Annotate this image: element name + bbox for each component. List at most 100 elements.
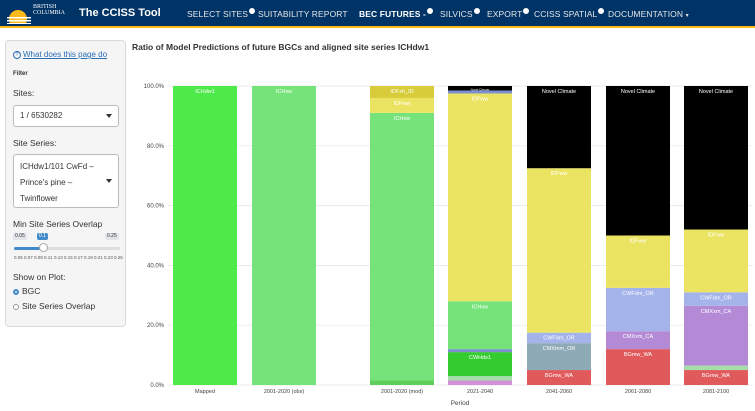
segment-label: Novel Climate xyxy=(621,89,655,95)
segment-label: CMXxm_CA xyxy=(701,309,732,315)
segment-label: IDFxh_ID xyxy=(390,89,413,95)
bar-segment xyxy=(527,168,591,333)
segment-label: CMXxm_CA xyxy=(623,334,654,340)
x-tick-label: 2061-2080 xyxy=(625,389,651,395)
segment-label: ICHxw xyxy=(472,304,488,310)
bar-segment xyxy=(448,376,512,381)
bar-segment xyxy=(370,112,434,381)
slider-tick-label: 0.19 xyxy=(84,255,93,260)
segment-label: ICHxw xyxy=(394,116,410,122)
slider-min-label: 0.05 xyxy=(13,233,27,240)
logo-line-1: BRITISH xyxy=(33,4,57,10)
radio-bgc[interactable]: BGC xyxy=(13,286,40,296)
slider-value-label: 0.1 xyxy=(37,233,48,240)
x-tick-label: 2081-2100 xyxy=(703,389,729,395)
top-navbar: BRITISH COLUMBIA The CCISS Tool SELECT S… xyxy=(0,0,755,28)
bar-segment xyxy=(370,380,434,385)
segment-label: ICHdw1 xyxy=(195,89,215,95)
radio-unchecked-icon xyxy=(13,303,19,310)
segment-label: CMXmm_OR xyxy=(543,346,576,352)
segment-label: IDFww xyxy=(708,233,725,239)
nav-cciss-spatial[interactable]: CCISS SPATIAL xyxy=(534,8,605,19)
bar-segment xyxy=(527,332,591,344)
segment-label: BGmw_WA xyxy=(624,352,653,358)
slider-tick-label: 0.21 xyxy=(94,255,103,260)
nav-silvics[interactable]: SILVICS xyxy=(440,8,480,19)
bar-segment xyxy=(448,86,512,91)
overlap-label: Min Site Series Overlap xyxy=(13,219,103,229)
y-tick-label: 60.0% xyxy=(147,204,165,210)
bar-segment xyxy=(527,343,591,371)
x-tick-label: 2021-2040 xyxy=(467,389,493,395)
bar-segment xyxy=(684,292,748,306)
info-dot-icon xyxy=(523,8,530,14)
bar-segment xyxy=(370,97,434,113)
segment-label: CWHds1 xyxy=(469,355,491,361)
overlap-slider-handle[interactable] xyxy=(39,243,48,252)
bar-segment xyxy=(370,86,434,98)
nav-documentation-label: DOCUMENTATION xyxy=(608,9,684,19)
bar-segment xyxy=(252,86,316,385)
bar-segment xyxy=(684,305,748,366)
segment-label: CWFdm_OR xyxy=(622,291,654,297)
slider-tick-label: 0.23 xyxy=(104,255,113,260)
slider-tick-label: 0.05 xyxy=(14,255,23,260)
bar-segment xyxy=(606,349,670,385)
radio-bgc-label: BGC xyxy=(22,286,41,296)
y-tick-label: 0.0% xyxy=(150,383,164,389)
slider-tick-label: 0.09 xyxy=(34,255,43,260)
bar-segment xyxy=(606,287,670,332)
slider-tick-label: 0.11 xyxy=(44,255,53,260)
segment-label: IDFww xyxy=(551,171,568,177)
question-circle-icon: ? xyxy=(13,50,21,59)
segment-label: IDFww xyxy=(472,96,489,102)
bc-logo-icon[interactable] xyxy=(4,4,74,24)
nav-cciss-spatial-label: CCISS SPATIAL xyxy=(534,9,598,19)
help-link[interactable]: ? What does this page do xyxy=(13,50,107,59)
nav-export-label: EXPORT xyxy=(487,9,523,19)
site-series-line: Twinflower xyxy=(20,194,58,203)
segment-label: Novel Climate xyxy=(699,89,733,95)
overlap-slider-track[interactable] xyxy=(14,247,120,250)
site-series-select[interactable]: ICHdw1/101 CwFd – Prince's pine – Twinfl… xyxy=(13,154,119,208)
slider-tick-label: 0.15 xyxy=(64,255,73,260)
logo-line-2: COLUMBIA xyxy=(33,10,66,16)
chevron-down-icon xyxy=(106,179,112,183)
info-dot-icon xyxy=(473,8,480,14)
logo-text: BRITISH COLUMBIA xyxy=(33,4,65,16)
nav-suitability-report[interactable]: SUITABILITY REPORT xyxy=(258,9,348,19)
bar-segment xyxy=(684,229,748,293)
segment-label: CWFdm_OR xyxy=(543,336,575,342)
nav-bec-futures[interactable]: BEC FUTURES - xyxy=(359,8,433,19)
radio-checked-icon xyxy=(13,288,19,295)
x-tick-label: 2001-2020 (mod) xyxy=(381,389,423,395)
x-tick-label: Mapped xyxy=(195,389,215,395)
bar-segment xyxy=(606,86,670,236)
sidebar-panel: ? What does this page do Filter Sites: 1 … xyxy=(5,40,126,327)
y-tick-label: 40.0% xyxy=(147,263,165,269)
radio-site-series-overlap[interactable]: Site Series Overlap xyxy=(13,301,95,311)
bar-segment xyxy=(684,365,748,371)
nav-bec-futures-label: BEC FUTURES - xyxy=(359,9,426,19)
info-dot-icon xyxy=(426,8,433,14)
sites-select-value: 1 / 6530282 xyxy=(20,111,63,120)
x-tick-label: 2041-2060 xyxy=(546,389,572,395)
bar-segment xyxy=(448,352,512,377)
segment-label: BGmw_WA xyxy=(702,373,731,379)
show-on-plot-label: Show on Plot: xyxy=(13,272,66,282)
sites-select[interactable]: 1 / 6530282 xyxy=(13,105,119,127)
nav-suitability-report-label: SUITABILITY REPORT xyxy=(258,9,348,19)
x-axis-title: Period xyxy=(451,400,470,407)
slider-tick-label: 0.25 xyxy=(114,255,123,260)
bar-segment xyxy=(448,349,512,353)
nav-select-sites[interactable]: SELECT SITES xyxy=(187,8,256,19)
app-title[interactable]: The CCISS Tool xyxy=(79,7,161,19)
slider-tick-label: 0.17 xyxy=(74,255,83,260)
segment-label: IDFww xyxy=(394,101,411,107)
bar-segment xyxy=(448,90,512,94)
slider-max-label: 0.25 xyxy=(105,233,119,240)
info-dot-icon xyxy=(598,8,605,14)
nav-export[interactable]: EXPORT xyxy=(487,8,530,19)
bar-segment xyxy=(684,370,748,385)
nav-documentation[interactable]: DOCUMENTATION ▾ xyxy=(608,9,689,19)
